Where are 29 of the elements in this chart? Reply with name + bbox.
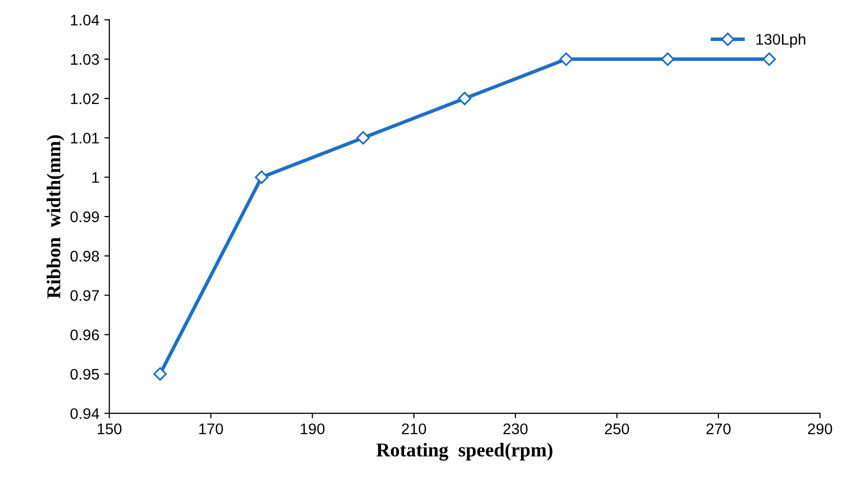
y-axis-title: Ribbon width(mm)	[46, 135, 64, 298]
y-tick-label: 1.03	[71, 54, 99, 65]
point	[254, 170, 268, 184]
y-tick-label: 0.94	[70, 408, 100, 420]
y-tick-label: 0.95	[70, 368, 99, 380]
y-tick-label: 0.99	[70, 211, 99, 222]
y-tick-label: 0.96	[70, 329, 99, 340]
point	[762, 52, 776, 66]
point	[153, 367, 167, 381]
y-tick-label: 1.02	[71, 93, 99, 104]
x-tick-label: 210	[402, 423, 426, 434]
x-tick-label: 150	[98, 423, 122, 434]
x-tick-label: 270	[706, 423, 731, 434]
y-tick-label: 1	[92, 172, 99, 183]
legend-label: 130Lph	[756, 34, 806, 48]
point	[458, 92, 472, 106]
y-tick-label: 1.01	[71, 132, 99, 144]
point	[660, 52, 674, 66]
x-tick-label: 230	[503, 423, 528, 434]
y-tick-label: 0.98	[70, 250, 99, 262]
x-tick-label: 290	[808, 423, 832, 434]
x-tick-label: 250	[604, 423, 630, 434]
point	[559, 52, 573, 66]
y-tick-label: 0.97	[70, 290, 99, 301]
x-tick-label: 190	[300, 423, 325, 434]
x-axis-title: Rotating speed(rpm)	[376, 442, 552, 461]
point	[356, 131, 370, 145]
x-tick-label: 170	[199, 423, 223, 434]
y-tick-label: 1.04	[71, 14, 100, 26]
